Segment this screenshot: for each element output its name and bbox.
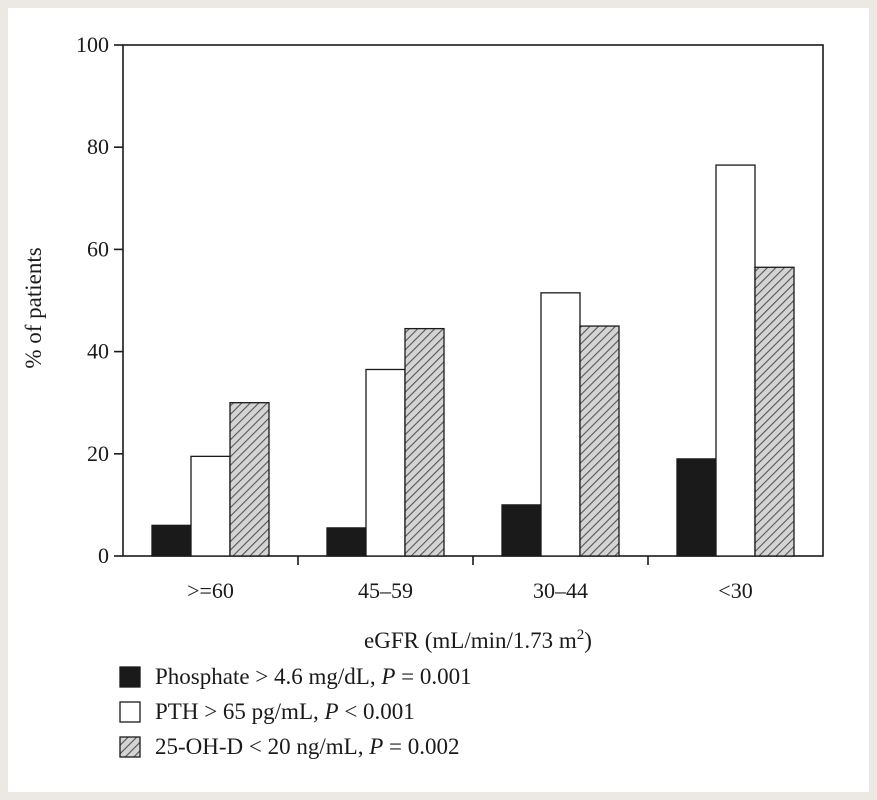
legend: Phosphate > 4.6 mg/dL, P = 0.001 PTH > 65…	[119, 664, 472, 759]
legend-swatch-1	[119, 666, 141, 688]
bars	[151, 164, 795, 557]
x-tick-label: 30–44	[533, 578, 588, 603]
bar-series-3-1	[229, 402, 270, 557]
x-axis-ticks: >=60 45–59 30–44 <30	[187, 556, 753, 603]
y-tick-label: 60	[87, 236, 109, 261]
y-tick-label: 20	[87, 441, 109, 466]
legend-entry-1: Phosphate > 4.6 mg/dL, P = 0.001	[155, 664, 472, 689]
bar-chart: 0 20 40 60 80 100 >=60 45–59 30–44 <30 % of pati…	[21, 32, 824, 759]
x-tick-label: 45–59	[358, 578, 413, 603]
x-tick-label: >=60	[187, 578, 234, 603]
legend-entry-3: 25-OH-D < 20 ng/mL, P = 0.002	[155, 734, 460, 759]
bar-series-2-4	[715, 164, 756, 557]
y-tick-label: 80	[87, 134, 109, 159]
bar-series-2-1	[190, 455, 231, 557]
x-tick-label: <30	[718, 578, 752, 603]
bar-series-1-1	[151, 524, 192, 557]
x-axis-label-main: eGFR (mL/min/1.73 m	[364, 628, 577, 653]
bar-series-3-3	[579, 325, 620, 557]
legend-entry-2: PTH > 65 pg/mL, P < 0.001	[155, 699, 415, 724]
legend-swatch-3	[119, 736, 141, 758]
y-tick-label: 0	[98, 543, 109, 568]
y-tick-label: 40	[87, 339, 109, 364]
y-tick-label: 100	[76, 32, 109, 57]
bar-series-1-4	[676, 458, 717, 557]
y-axis-label: % of patients	[21, 247, 46, 368]
x-axis-label-close: )	[584, 628, 592, 653]
y-axis-ticks: 0 20 40 60 80 100	[76, 32, 123, 568]
bar-series-1-3	[501, 504, 542, 557]
x-axis-label-superscript: 2	[577, 627, 585, 643]
bar-series-1-2	[326, 527, 367, 557]
x-axis-label: eGFR (mL/min/1.73 m2)	[364, 627, 592, 653]
bar-series-3-4	[754, 266, 795, 557]
bar-series-2-3	[540, 292, 581, 557]
chart-figure: 0 20 40 60 80 100 >=60 45–59 30–44 <30 % of pati…	[8, 8, 869, 792]
bar-series-3-2	[404, 327, 445, 557]
bar-series-2-2	[365, 368, 406, 557]
legend-swatch-2	[119, 701, 141, 723]
